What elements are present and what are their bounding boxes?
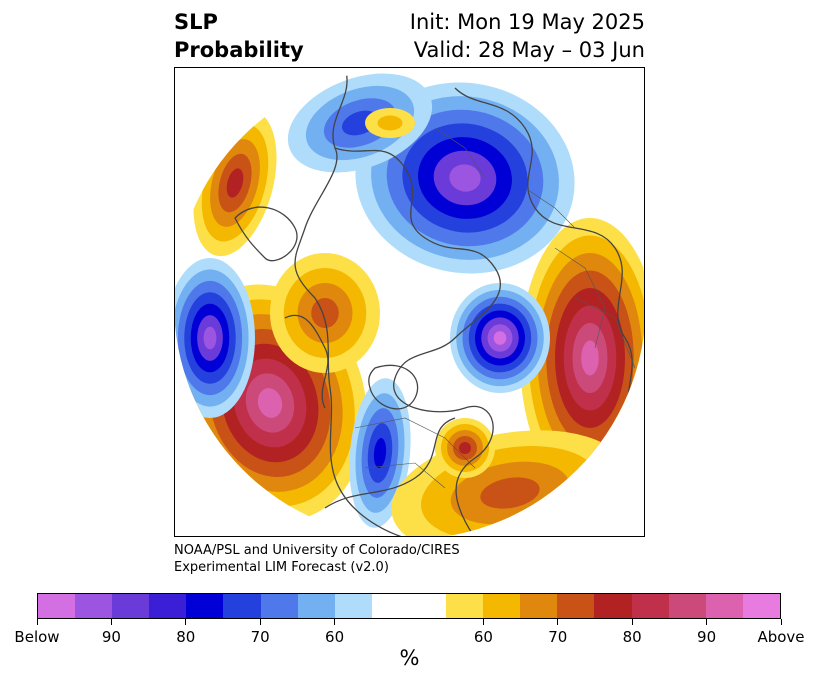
colorbar-tick-label: 80 [176, 628, 196, 646]
colorbar [37, 593, 781, 619]
colorbar-tick [780, 619, 782, 625]
colorbar-tick-label: Above [757, 628, 805, 646]
colorbar-segment [705, 594, 743, 618]
credit-text: NOAA/PSL and University of Colorado/CIRE… [174, 542, 460, 576]
colorbar-tick [482, 619, 484, 625]
colorbar-segment [186, 594, 224, 618]
north-america-low [373, 438, 387, 468]
map-panel [174, 67, 645, 537]
colorbar-segment [446, 594, 484, 618]
colorbar-tick [185, 619, 187, 625]
colorbar-tick [631, 619, 633, 625]
colorbar-segment [668, 594, 706, 618]
colorbar-ticks: Below 90 80 70 60 60 70 80 90 Above [14, 619, 805, 649]
colorbar-tick-label: 90 [697, 628, 717, 646]
country-borders [354, 127, 636, 489]
colorbar-tick [110, 619, 112, 625]
probability-map [175, 68, 644, 536]
colorbar-tick-label: Below [14, 628, 60, 646]
colorbar-segment [742, 594, 780, 618]
west-coast-high [311, 298, 339, 328]
pacific-high-anomaly [257, 388, 283, 418]
colorbar-tick [706, 619, 708, 625]
colorbar-segment [75, 594, 113, 618]
colorbar-segment [557, 594, 595, 618]
colorbar-tick-label: 60 [473, 628, 493, 646]
colorbar-tick [557, 619, 559, 625]
colorbar-tick-label: 70 [548, 628, 568, 646]
init-date: Init: Mon 19 May 2025 [409, 10, 645, 34]
colorbar-segment [371, 594, 409, 618]
title-line-1: SLP [174, 10, 218, 34]
colorbar-segment [260, 594, 298, 618]
colorbar-tick [334, 619, 336, 625]
colorbar-segment [408, 594, 447, 618]
colorbar-tick-label: 80 [622, 628, 642, 646]
credit-line-1: NOAA/PSL and University of Colorado/CIRE… [174, 543, 460, 558]
eurasia-high-anomaly [581, 340, 599, 376]
colorbar-segment [520, 594, 558, 618]
arctic-low-anomaly [449, 164, 481, 192]
colorbar-segment [483, 594, 521, 618]
atlantic-high-anomaly [480, 477, 540, 509]
small-high [377, 115, 403, 131]
aleutian-high [226, 168, 244, 198]
coastlines [234, 68, 636, 536]
colorbar-tick [259, 619, 261, 625]
forecast-dates: Init: Mon 19 May 2025 Valid: 28 May – 03… [410, 8, 645, 64]
west-low-anomaly [203, 326, 217, 350]
title-line-2: Probability [174, 38, 304, 62]
colorbar-segment [38, 594, 76, 618]
colorbar-segment [149, 594, 187, 618]
map-title: SLP Probability [174, 8, 304, 64]
colorbar-tick [36, 619, 38, 625]
colorbar-segment [112, 594, 150, 618]
colorbar-tick-label: 70 [250, 628, 270, 646]
valid-date: Valid: 28 May – 03 Jun [413, 38, 645, 62]
colorbar-segment [631, 594, 669, 618]
colorbar-segment [297, 594, 335, 618]
colorbar-segment [594, 594, 632, 618]
colorbar-tick-label: 60 [325, 628, 345, 646]
colorbar-segment [334, 594, 372, 618]
credit-line-2: Experimental LIM Forecast (v2.0) [174, 560, 389, 575]
colorbar-tick-label: 90 [101, 628, 121, 646]
eastern-us-high [459, 442, 471, 454]
siberia-low-anomaly [493, 331, 507, 345]
probability-contours [175, 73, 644, 536]
colorbar-unit: % [399, 646, 420, 670]
colorbar-segment [223, 594, 261, 618]
